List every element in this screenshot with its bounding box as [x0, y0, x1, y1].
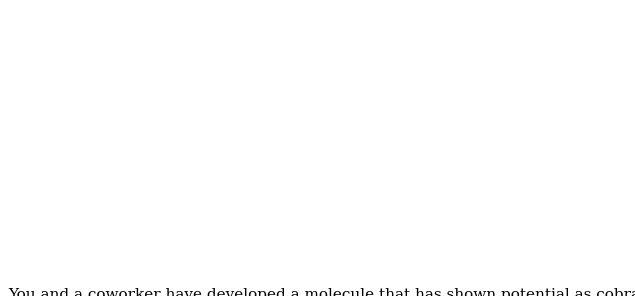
Text: You and a coworker have developed a molecule that has shown potential as cobra a: You and a coworker have developed a mole… — [8, 288, 635, 296]
